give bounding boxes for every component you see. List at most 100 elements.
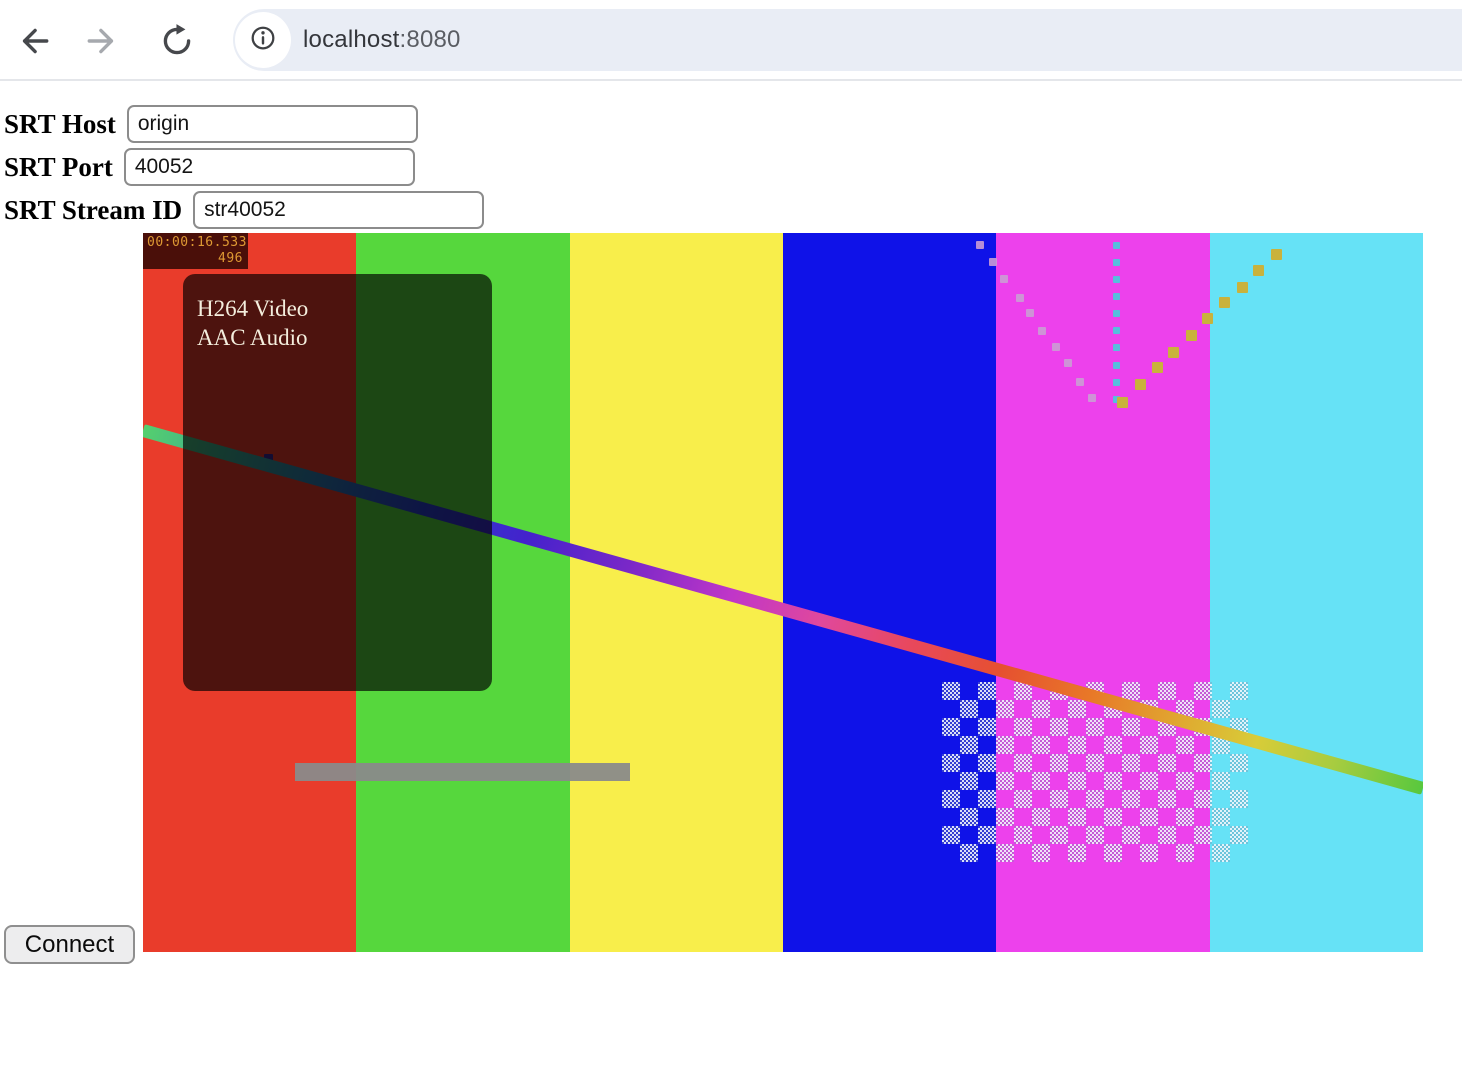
cyan-square-trail — [1112, 395, 1120, 403]
checker-cell — [1104, 736, 1122, 754]
checker-cell — [1230, 682, 1248, 700]
magenta-square-trail — [989, 258, 997, 266]
checker-cell — [1104, 844, 1122, 862]
checker-cell — [1122, 826, 1140, 844]
cyan-square-trail — [1112, 378, 1120, 386]
checker-cell — [1014, 754, 1032, 772]
forward-button[interactable] — [84, 22, 122, 60]
magenta-square-trail — [1000, 275, 1008, 283]
cyan-square-trail — [1112, 343, 1120, 351]
checker-cell — [942, 718, 960, 736]
checker-cell — [996, 844, 1014, 862]
cyan-square-trail — [1112, 258, 1120, 266]
browser-toolbar: localhost:8080 — [0, 0, 1462, 81]
checker-cell — [978, 790, 996, 808]
stream-info-overlay: H264 Video AAC Audio — [183, 274, 492, 691]
checker-cell — [942, 754, 960, 772]
checker-cell — [1068, 700, 1086, 718]
checker-cell — [942, 826, 960, 844]
magenta-square-trail — [976, 241, 984, 249]
magenta-square-trail — [1026, 309, 1034, 317]
yellow-square-trail — [1151, 361, 1163, 373]
checker-cell — [1014, 790, 1032, 808]
checker-cell — [1086, 790, 1104, 808]
checker-cell — [1050, 790, 1068, 808]
yellow-square-trail — [1252, 264, 1264, 276]
checker-cell — [1194, 682, 1212, 700]
magenta-square-trail — [1052, 343, 1060, 351]
checker-cell — [1140, 808, 1158, 826]
reload-icon — [158, 22, 196, 60]
reload-button[interactable] — [158, 22, 196, 60]
video-player[interactable]: H264 Video AAC Audio 00:00:16.533 496 — [143, 233, 1423, 952]
checker-cell — [1194, 790, 1212, 808]
srt-stream-id-input[interactable] — [193, 191, 485, 229]
yellow-square-trail — [1185, 329, 1197, 341]
checker-cell — [1050, 754, 1068, 772]
checker-cell — [1140, 736, 1158, 754]
checker-cell — [1230, 790, 1248, 808]
yellow-square-trail — [1134, 378, 1146, 390]
connect-button[interactable]: Connect — [4, 925, 135, 964]
audio-codec-text: AAC Audio — [197, 325, 308, 350]
checker-cell — [978, 826, 996, 844]
yellow-square-trail — [1167, 346, 1179, 358]
srt-host-row: SRT Host — [4, 103, 418, 145]
srt-host-label: SRT Host — [4, 108, 116, 139]
checker-cell — [1104, 772, 1122, 790]
srt-port-row: SRT Port — [4, 146, 415, 188]
yellow-square-trail — [1116, 396, 1128, 408]
checker-cell — [1158, 790, 1176, 808]
srt-host-input[interactable] — [126, 105, 418, 143]
checker-cell — [1086, 826, 1104, 844]
address-bar[interactable]: localhost:8080 — [233, 9, 1462, 71]
checker-cell — [1050, 826, 1068, 844]
checker-cell — [1158, 682, 1176, 700]
checker-cell — [1086, 718, 1104, 736]
url-host: localhost — [303, 26, 400, 53]
srt-stream-id-label: SRT Stream ID — [4, 194, 183, 225]
gray-horizontal-bar — [295, 763, 630, 781]
video-codec-text: H264 Video — [197, 296, 309, 321]
checker-cell — [942, 790, 960, 808]
yellow-square-trail — [1270, 248, 1282, 260]
checker-cell — [960, 736, 978, 754]
checker-cell — [960, 772, 978, 790]
checker-cell — [1194, 826, 1212, 844]
checker-cell — [1014, 718, 1032, 736]
checker-cell — [1176, 844, 1194, 862]
checker-cell — [1176, 808, 1194, 826]
magenta-square-trail — [1076, 378, 1084, 386]
yellow-square-trail — [1201, 312, 1213, 324]
color-bar — [782, 233, 997, 952]
forward-arrow-icon — [84, 22, 122, 60]
cyan-square-trail — [1112, 361, 1120, 369]
checker-cell — [996, 772, 1014, 790]
cyan-square-trail — [1112, 275, 1120, 283]
back-button[interactable] — [14, 22, 52, 60]
checker-cell — [1158, 754, 1176, 772]
checker-cell — [1212, 736, 1230, 754]
url-field[interactable]: localhost:8080 — [303, 9, 461, 71]
magenta-square-trail — [1064, 359, 1072, 367]
checker-cell — [1014, 682, 1032, 700]
checker-cell — [1032, 772, 1050, 790]
checker-cell — [1122, 718, 1140, 736]
checker-cell — [1212, 700, 1230, 718]
url-port: :8080 — [399, 26, 461, 53]
checker-cell — [1032, 808, 1050, 826]
checker-cell — [1230, 826, 1248, 844]
checker-cell — [1032, 700, 1050, 718]
site-info-button[interactable] — [235, 12, 291, 68]
srt-port-input[interactable] — [123, 148, 415, 186]
checker-cell — [960, 844, 978, 862]
checker-cell — [960, 808, 978, 826]
checker-cell — [1212, 808, 1230, 826]
srt-stream-id-row: SRT Stream ID — [4, 189, 485, 231]
srt-port-label: SRT Port — [4, 151, 113, 182]
checker-cell — [1230, 754, 1248, 772]
checker-cell — [1014, 826, 1032, 844]
checker-cell — [978, 718, 996, 736]
checker-cell — [996, 700, 1014, 718]
